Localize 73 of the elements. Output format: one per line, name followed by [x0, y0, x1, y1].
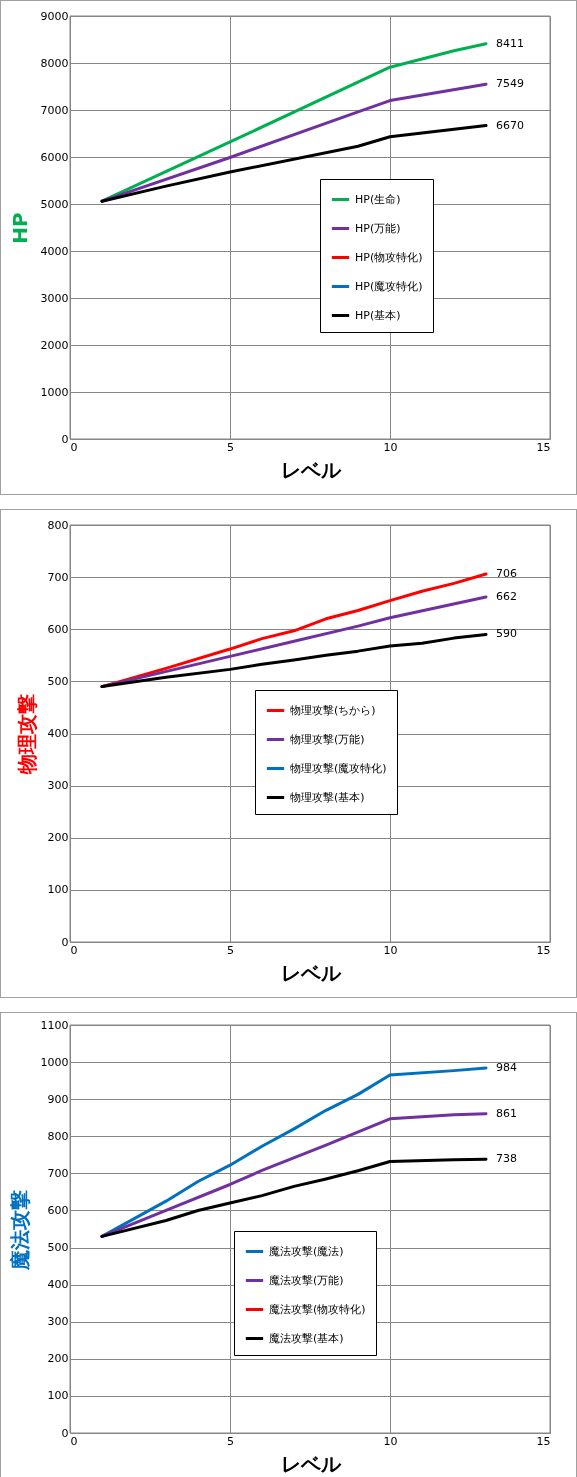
legend-label: 物理攻撃(ちから)	[290, 703, 376, 717]
y-tick-label: 500	[47, 674, 69, 688]
data-label: 8411	[496, 36, 524, 50]
y-tick-label: 800	[47, 518, 69, 532]
y-tick-label: 9000	[40, 9, 69, 23]
legend-label: 物理攻撃(基本)	[290, 790, 365, 804]
y-tick-label: 3000	[40, 291, 69, 305]
x-tick-label: 10	[383, 943, 398, 957]
legend-label: 魔法攻撃(物攻特化)	[269, 1302, 366, 1316]
y-tick-label: 6000	[40, 150, 69, 164]
y-tick-label: 7000	[40, 103, 69, 117]
x-tick-label: 0	[70, 440, 78, 454]
y-axis-title: HP	[7, 212, 32, 244]
x-tick-label: 0	[70, 1434, 78, 1448]
y-tick-label: 2000	[40, 338, 69, 352]
data-label: 706	[496, 567, 517, 580]
legend-label: 魔法攻撃(基本)	[269, 1331, 344, 1345]
y-tick-label: 100	[47, 1389, 69, 1403]
y-tick-label: 300	[47, 1315, 69, 1329]
data-label: 984	[496, 1061, 517, 1075]
y-tick-label: 200	[47, 831, 69, 845]
x-tick-label: 10	[383, 1434, 398, 1448]
x-tick-label: 0	[70, 943, 78, 957]
line-series	[100, 1066, 488, 1238]
x-tick-label: 5	[227, 1434, 234, 1448]
y-tick-label: 100	[47, 883, 69, 897]
line-series	[100, 82, 488, 203]
y-tick-label: 800	[47, 1129, 69, 1143]
y-tick-label: 700	[47, 570, 69, 584]
x-tick-label: 5	[227, 943, 234, 957]
y-tick-label: 4000	[40, 244, 69, 258]
y-tick-label: 500	[47, 1241, 69, 1255]
y-tick-label: 900	[47, 1092, 69, 1106]
legend-label: HP(基本)	[355, 308, 401, 322]
x-tick-label: 5	[227, 440, 234, 454]
y-axis-title: 物理攻撃	[14, 694, 39, 775]
legend-label: 物理攻撃(万能)	[290, 732, 365, 746]
data-label: 738	[496, 1152, 517, 1166]
legend-label: 魔法攻撃(万能)	[269, 1273, 344, 1287]
y-tick-label: 1000	[40, 385, 69, 399]
legend-label: 物理攻撃(魔攻特化)	[290, 761, 387, 775]
y-tick-label: 400	[47, 1278, 69, 1292]
y-tick-label: 300	[47, 779, 69, 793]
data-label: 7549	[496, 77, 524, 91]
y-tick-label: 400	[47, 727, 69, 740]
x-tick-label: 15	[536, 440, 551, 454]
y-tick-label: 1100	[40, 1018, 69, 1032]
data-label: 590	[496, 627, 517, 641]
y-tick-label: 1000	[40, 1055, 69, 1069]
legend-label: HP(魔攻特化)	[355, 279, 423, 293]
y-tick-label: 700	[47, 1166, 69, 1180]
x-axis-title: レベル	[280, 960, 342, 985]
x-axis-title: レベル	[280, 457, 342, 482]
y-tick-label: 200	[47, 1352, 69, 1366]
legend-label: HP(生命)	[355, 192, 401, 206]
x-axis-title: レベル	[280, 1451, 342, 1476]
data-label: 6670	[496, 118, 524, 132]
legend-label: HP(万能)	[355, 221, 401, 235]
y-tick-label: 600	[47, 1203, 69, 1217]
line-series	[100, 632, 488, 689]
x-tick-label: 10	[383, 440, 398, 454]
line-series	[100, 1157, 488, 1238]
legend-label: HP(物攻特化)	[355, 250, 423, 264]
legend-label: 魔法攻撃(魔法)	[269, 1244, 344, 1258]
y-axis-title: 魔法攻撃	[7, 1189, 32, 1271]
data-label: 662	[496, 589, 517, 603]
line-series	[100, 124, 488, 203]
y-tick-label: 8000	[40, 56, 69, 70]
data-label: 861	[496, 1106, 517, 1120]
y-tick-label: 600	[47, 622, 69, 636]
x-tick-label: 15	[536, 943, 551, 957]
y-tick-label: 5000	[40, 197, 69, 211]
x-tick-label: 15	[536, 1434, 551, 1448]
